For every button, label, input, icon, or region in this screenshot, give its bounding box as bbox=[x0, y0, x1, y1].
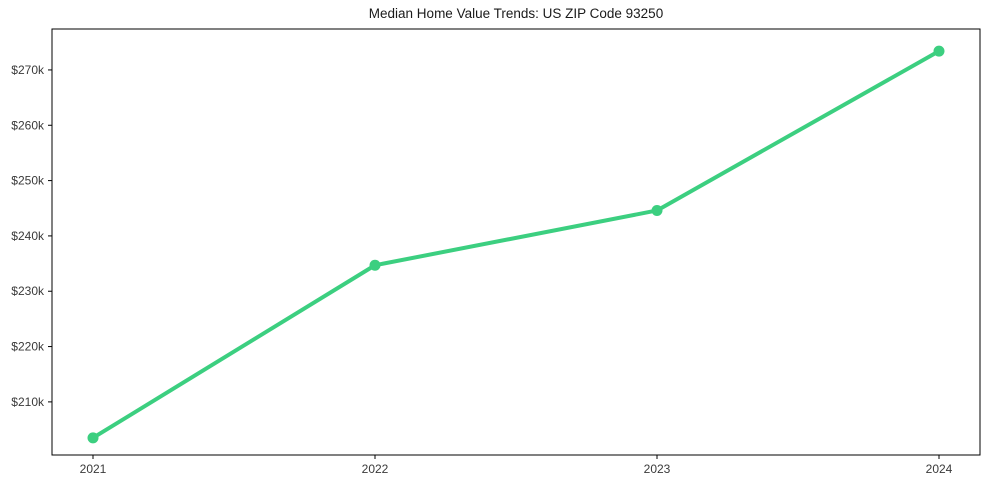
data-point-2022 bbox=[369, 259, 381, 271]
x-tick-label: 2023 bbox=[644, 462, 671, 476]
plot-frame bbox=[51, 28, 981, 456]
data-point-2023 bbox=[651, 204, 663, 216]
y-tick-label: $270k bbox=[11, 63, 45, 77]
y-tick-label: $220k bbox=[11, 340, 45, 354]
y-tick-label: $210k bbox=[11, 395, 45, 409]
x-tick-label: 2022 bbox=[362, 462, 389, 476]
y-tick-label: $260k bbox=[11, 118, 45, 132]
data-point-2021 bbox=[87, 432, 99, 444]
y-tick-label: $250k bbox=[11, 174, 45, 188]
x-tick-label: 2024 bbox=[926, 462, 953, 476]
data-point-2024 bbox=[933, 45, 945, 57]
y-tick-label: $230k bbox=[11, 284, 45, 298]
y-tick-label: $240k bbox=[11, 229, 45, 243]
chart-title: Median Home Value Trends: US ZIP Code 93… bbox=[368, 6, 664, 21]
x-tick-label: 2021 bbox=[80, 462, 107, 476]
trend-line bbox=[91, 49, 941, 440]
